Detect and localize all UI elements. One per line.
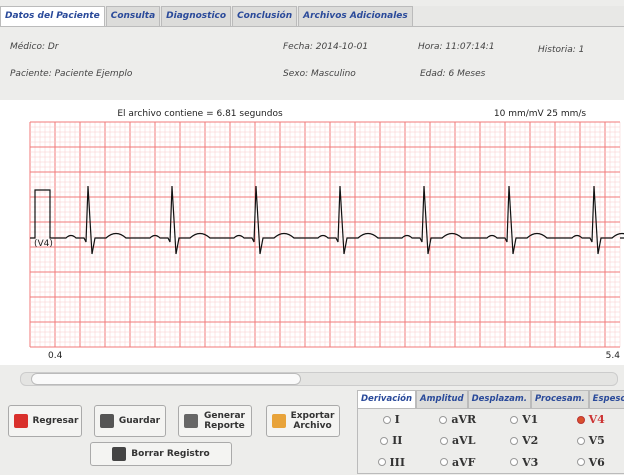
radio[interactable]: [576, 436, 585, 445]
lead-label: II: [392, 434, 403, 448]
lead-label: V1: [522, 413, 539, 427]
scrollbar[interactable]: [20, 372, 618, 386]
tab[interactable]: Archivos Adicionales: [298, 6, 413, 26]
button-label: Regresar: [32, 416, 79, 426]
sexo: Sexo: Masculino: [283, 69, 356, 79]
historia: Historia: 1: [538, 45, 585, 55]
tab[interactable]: Consulta: [105, 6, 161, 26]
tab[interactable]: Conclusión: [232, 6, 298, 26]
lead-tab-bar: Derivación Amplitud Desplazam. Procesam. Esp…: [357, 390, 624, 408]
lead-tab[interactable]: Procesam.: [530, 390, 589, 408]
radio[interactable]: [440, 458, 448, 467]
lead-option[interactable]: aVL: [425, 430, 492, 451]
lead-label: I: [394, 413, 400, 427]
lead-tab[interactable]: Derivación: [357, 390, 417, 408]
scroll-thumb[interactable]: [31, 373, 301, 385]
lead-label: V4: [588, 413, 605, 427]
radio[interactable]: [510, 436, 519, 445]
lead-label: V2: [522, 434, 539, 448]
tab-bar: Datos del Paciente Consulta Diagnostico Con…: [0, 6, 624, 27]
button-label: Guardar: [118, 416, 161, 426]
lead-option[interactable]: V1: [491, 409, 558, 430]
button-icon: [112, 447, 127, 461]
lead-label: V5: [588, 434, 605, 448]
button-label: Exportar Archivo: [290, 411, 335, 431]
lead-option[interactable]: aVF: [425, 452, 492, 473]
lead-option[interactable]: V5: [558, 430, 624, 451]
radio[interactable]: [439, 415, 448, 424]
lead-label: III: [389, 455, 405, 469]
button-icon: [13, 414, 28, 428]
radio[interactable]: [510, 415, 519, 424]
hora: Hora: 11:07:14:1: [418, 42, 495, 52]
button[interactable]: Exportar Archivo: [266, 405, 340, 437]
button-icon: [271, 414, 286, 428]
button[interactable]: Regresar: [8, 405, 82, 437]
lead-option[interactable]: V2: [491, 430, 558, 451]
lead-option[interactable]: I: [358, 409, 425, 430]
radio[interactable]: [377, 458, 386, 467]
ecg-chart: El archivo contiene = 6.81 segundos 10 m…: [29, 109, 624, 361]
button[interactable]: Guardar: [94, 405, 166, 437]
ecg-info: El archivo contiene = 6.81 segundos: [117, 109, 283, 119]
radio[interactable]: [382, 415, 391, 424]
lead-label: V3: [522, 455, 539, 469]
button[interactable]: Generar Reporte: [178, 405, 252, 437]
lead-label: aVL: [452, 434, 476, 448]
lead-tab[interactable]: Espesor: [588, 390, 624, 408]
paciente: Paciente: Paciente Ejemplo: [10, 69, 133, 79]
ecg-label: (V4): [34, 239, 53, 249]
fecha: Fecha: 2014-10-01: [283, 42, 369, 52]
ecg-scale: 10 mm/mV 25 mm/s: [494, 109, 587, 119]
radio[interactable]: [440, 436, 449, 445]
lead-label: aVR: [451, 413, 477, 427]
radio[interactable]: [576, 458, 585, 467]
radio[interactable]: [510, 458, 519, 467]
lead-label: V6: [588, 455, 605, 469]
lead-label: aVF: [452, 455, 476, 469]
medico: Médico: Dr: [10, 42, 59, 52]
button-icon: [183, 414, 198, 428]
button[interactable]: Borrar Registro: [90, 442, 232, 466]
tab[interactable]: Diagnostico: [161, 6, 232, 26]
lead-option[interactable]: III: [358, 452, 425, 473]
lead-option[interactable]: V3: [491, 452, 558, 473]
radio[interactable]: [380, 436, 389, 445]
lead-option[interactable]: V4: [558, 409, 624, 430]
button-icon: [99, 414, 114, 428]
button-label: Borrar Registro: [131, 449, 210, 459]
ecg-label: 0.4: [48, 351, 63, 361]
lead-tab[interactable]: Amplitud: [416, 390, 468, 408]
lead-option[interactable]: V6: [558, 452, 624, 473]
ecg-label: 5.4: [606, 351, 621, 361]
lead-tab[interactable]: Desplazam.: [467, 390, 531, 408]
lead-option[interactable]: aVR: [425, 409, 492, 430]
ecg-trace: [30, 185, 624, 255]
ecg-panel: El archivo contiene = 6.81 segundos 10 m…: [0, 100, 624, 365]
lead-option[interactable]: II: [358, 430, 425, 451]
button-label: Generar Reporte: [204, 411, 245, 431]
tab[interactable]: Datos del Paciente: [0, 6, 105, 26]
radio[interactable]: [576, 415, 585, 424]
edad: Edad: 6 Meses: [420, 69, 486, 79]
